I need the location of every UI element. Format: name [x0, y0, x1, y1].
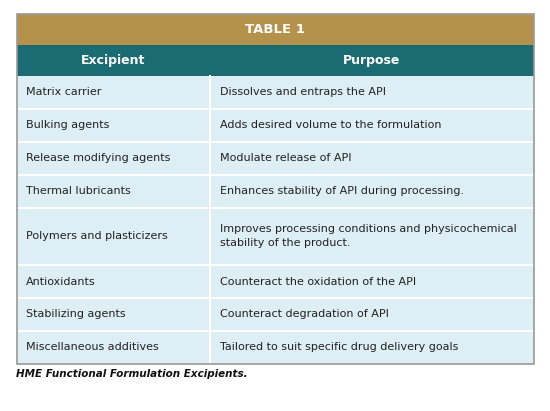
- Text: Counteract degradation of API: Counteract degradation of API: [220, 309, 389, 319]
- Text: Excipient: Excipient: [81, 54, 146, 67]
- Text: Improves processing conditions and physicochemical
stability of the product.: Improves processing conditions and physi…: [220, 224, 517, 248]
- Text: Release modifying agents: Release modifying agents: [26, 153, 170, 163]
- FancyBboxPatch shape: [16, 298, 534, 331]
- Text: Antioxidants: Antioxidants: [26, 277, 96, 286]
- Text: Stabilizing agents: Stabilizing agents: [26, 309, 126, 319]
- Text: Modulate release of API: Modulate release of API: [220, 153, 352, 163]
- Text: Miscellaneous additives: Miscellaneous additives: [26, 342, 159, 352]
- FancyBboxPatch shape: [16, 142, 534, 175]
- Text: Tailored to suit specific drug delivery goals: Tailored to suit specific drug delivery …: [220, 342, 459, 352]
- FancyBboxPatch shape: [16, 265, 534, 298]
- Text: HME Functional Formulation Excipients.: HME Functional Formulation Excipients.: [16, 369, 248, 379]
- Text: Polymers and plasticizers: Polymers and plasticizers: [26, 231, 168, 241]
- FancyBboxPatch shape: [16, 331, 534, 364]
- Text: Counteract the oxidation of the API: Counteract the oxidation of the API: [220, 277, 416, 286]
- FancyBboxPatch shape: [16, 45, 534, 76]
- FancyBboxPatch shape: [16, 208, 534, 265]
- FancyBboxPatch shape: [16, 14, 534, 45]
- Text: Matrix carrier: Matrix carrier: [26, 88, 102, 97]
- FancyBboxPatch shape: [16, 175, 534, 208]
- FancyBboxPatch shape: [16, 76, 534, 109]
- FancyBboxPatch shape: [16, 109, 534, 142]
- Text: Enhances stability of API during processing.: Enhances stability of API during process…: [220, 186, 464, 196]
- Text: Dissolves and entraps the API: Dissolves and entraps the API: [220, 88, 386, 97]
- Text: Thermal lubricants: Thermal lubricants: [26, 186, 131, 196]
- Text: Adds desired volume to the formulation: Adds desired volume to the formulation: [220, 120, 442, 130]
- Text: Bulking agents: Bulking agents: [26, 120, 110, 130]
- Text: TABLE 1: TABLE 1: [245, 23, 305, 36]
- Text: Purpose: Purpose: [343, 54, 400, 67]
